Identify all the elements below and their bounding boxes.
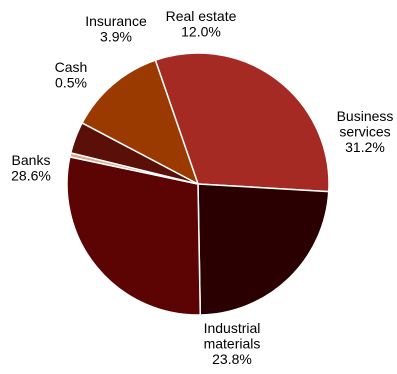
slice-value-label: 3.9% bbox=[100, 29, 132, 45]
pie-slice-real-estate bbox=[81, 59, 199, 185]
slice-category-label: materials bbox=[204, 336, 261, 352]
slice-category-label: Cash bbox=[55, 59, 88, 75]
slice-category-label: Insurance bbox=[85, 13, 147, 29]
pie-slice-banks bbox=[66, 156, 202, 316]
pie-slice-business-services bbox=[154, 52, 330, 193]
slice-category-label: Business bbox=[337, 108, 394, 124]
slice-category-label: services bbox=[339, 124, 390, 140]
slice-category-label: Industrial bbox=[204, 320, 261, 336]
slice-category-label: Real estate bbox=[166, 8, 237, 24]
slice-value-label: 12.0% bbox=[181, 24, 221, 40]
slice-value-label: 23.8% bbox=[212, 351, 252, 367]
slice-value-label: 31.2% bbox=[345, 139, 385, 155]
pie-slices bbox=[66, 52, 330, 316]
slice-value-label: 0.5% bbox=[55, 75, 87, 91]
slice-category-label: Banks bbox=[12, 152, 51, 168]
slice-value-label: 28.6% bbox=[11, 168, 51, 184]
pie-slice-industrial-materials bbox=[197, 183, 330, 316]
